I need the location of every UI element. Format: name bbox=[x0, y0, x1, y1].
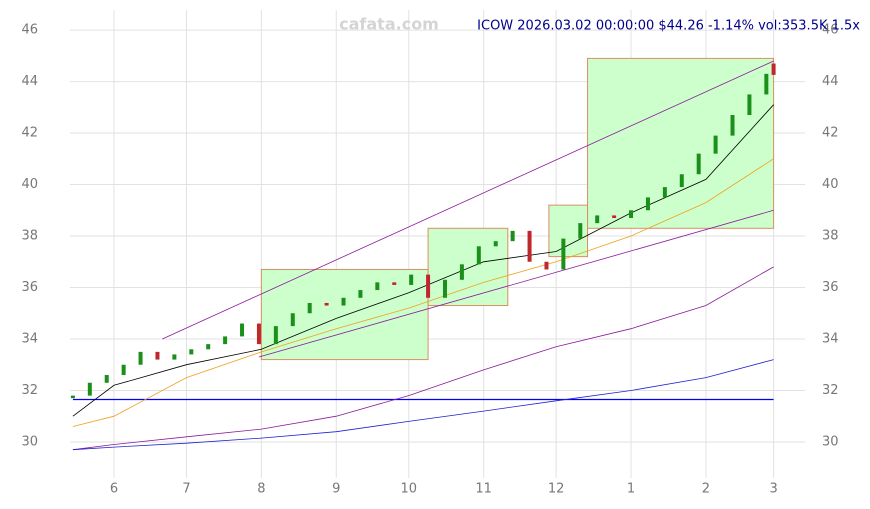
y-tick-label: 38 bbox=[822, 229, 839, 244]
indicator-line bbox=[72, 158, 774, 427]
candle bbox=[730, 115, 735, 136]
candle bbox=[442, 279, 447, 298]
y-tick-label: 38 bbox=[21, 229, 38, 244]
candle bbox=[240, 323, 245, 337]
candle bbox=[771, 63, 776, 75]
candle bbox=[713, 135, 718, 154]
x-tick-label: 10 bbox=[400, 482, 417, 497]
x-tick-label: 8 bbox=[257, 482, 265, 497]
candle bbox=[273, 326, 278, 345]
y-tick-label: 42 bbox=[822, 126, 839, 141]
candle bbox=[476, 246, 481, 265]
y-tick-label: 32 bbox=[21, 383, 38, 398]
indicator-line bbox=[258, 209, 774, 358]
candle bbox=[612, 215, 617, 218]
candle bbox=[256, 323, 261, 345]
indicator-line bbox=[72, 266, 774, 451]
candle bbox=[459, 264, 464, 280]
watermark: cafata.com bbox=[339, 15, 439, 34]
candle bbox=[172, 354, 177, 360]
y-tick-label: 46 bbox=[822, 23, 839, 38]
candle bbox=[223, 336, 228, 345]
x-tick-label: 9 bbox=[332, 482, 340, 497]
chart-title: ICOW 2026.03.02 00:00:00 $44.26 -1.14% v… bbox=[477, 19, 860, 34]
candle bbox=[662, 187, 667, 198]
y-tick-label: 44 bbox=[21, 74, 38, 89]
candle bbox=[206, 344, 211, 350]
range-box bbox=[587, 57, 775, 229]
candle bbox=[426, 274, 431, 298]
candle bbox=[645, 197, 650, 211]
indicator-line bbox=[162, 60, 774, 340]
candle bbox=[121, 364, 126, 376]
candle bbox=[307, 302, 312, 314]
candle bbox=[290, 313, 295, 327]
x-tick-label: 7 bbox=[182, 482, 190, 497]
candle bbox=[544, 261, 549, 270]
y-tick-label: 44 bbox=[822, 74, 839, 89]
y-tick-label: 40 bbox=[21, 177, 38, 192]
candle bbox=[392, 282, 397, 285]
candle bbox=[764, 73, 769, 95]
candle bbox=[375, 282, 380, 291]
candle bbox=[578, 223, 583, 239]
y-tick-label: 42 bbox=[21, 126, 38, 141]
y-tick-label: 40 bbox=[822, 177, 839, 192]
y-tick-label: 32 bbox=[822, 383, 839, 398]
x-tick-label: 3 bbox=[769, 482, 777, 497]
range-box bbox=[260, 268, 429, 361]
candle bbox=[409, 274, 414, 285]
candle bbox=[138, 351, 143, 365]
x-tick-label: 12 bbox=[548, 482, 565, 497]
candle bbox=[70, 395, 75, 399]
candle bbox=[510, 230, 515, 242]
y-tick-label: 36 bbox=[822, 280, 839, 295]
candle bbox=[679, 174, 684, 188]
candle bbox=[358, 290, 363, 298]
y-tick-label: 46 bbox=[21, 23, 38, 38]
candle bbox=[747, 94, 752, 116]
candle bbox=[629, 210, 634, 218]
indicator-line bbox=[72, 104, 774, 417]
candle bbox=[696, 153, 701, 175]
y-tick-label: 34 bbox=[822, 331, 839, 346]
candle bbox=[493, 241, 498, 247]
y-tick-label: 30 bbox=[822, 434, 839, 449]
x-tick-label: 6 bbox=[110, 482, 118, 497]
candle bbox=[595, 215, 600, 224]
candle bbox=[104, 375, 109, 383]
candle bbox=[324, 302, 329, 306]
range-box bbox=[427, 227, 509, 307]
indicator-line bbox=[72, 359, 774, 451]
candle bbox=[155, 351, 160, 360]
y-tick-label: 34 bbox=[21, 331, 38, 346]
x-tick-label: 2 bbox=[702, 482, 710, 497]
y-tick-label: 30 bbox=[21, 434, 38, 449]
x-tick-label: 1 bbox=[627, 482, 635, 497]
candle bbox=[561, 238, 566, 270]
candle bbox=[527, 230, 532, 262]
y-tick-label: 36 bbox=[21, 280, 38, 295]
candle bbox=[189, 349, 194, 355]
candle bbox=[341, 297, 346, 306]
x-tick-label: 11 bbox=[475, 482, 492, 497]
candle bbox=[87, 382, 92, 396]
